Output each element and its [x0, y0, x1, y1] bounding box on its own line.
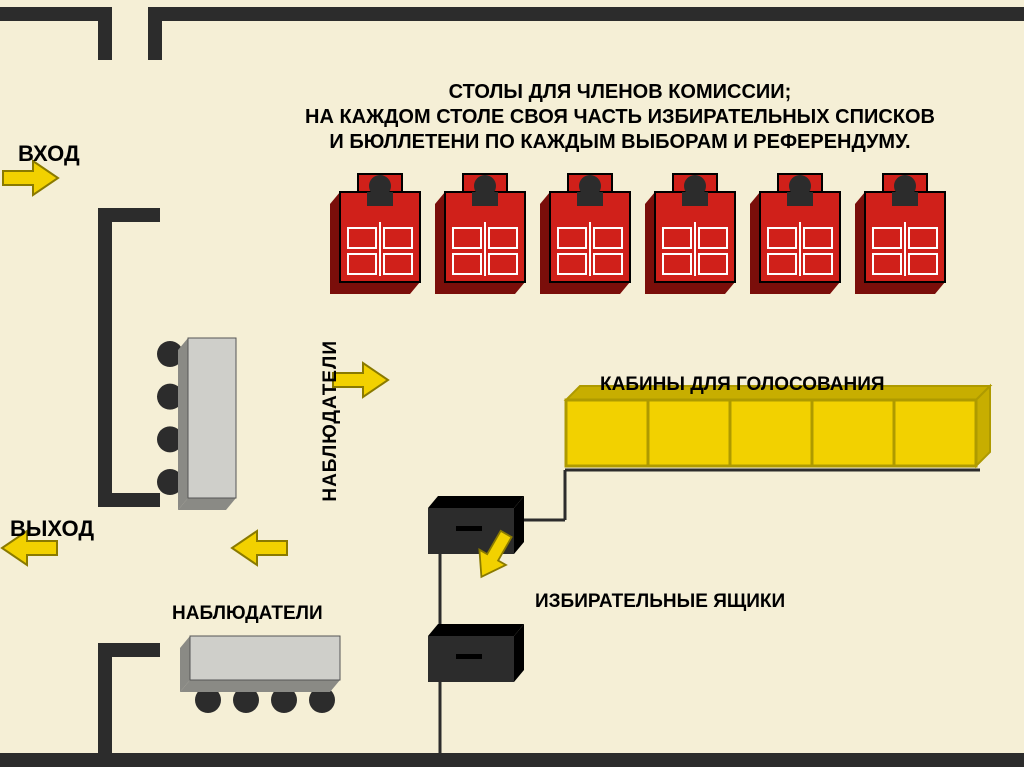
- commission-desk: [750, 174, 840, 294]
- commission-desk: [330, 174, 420, 294]
- ballot-box: [428, 496, 524, 554]
- header-text: СТОЛЫ ДЛЯ ЧЛЕНОВ КОМИССИИ;НА КАЖДОМ СТОЛ…: [270, 80, 970, 155]
- table-front: [180, 680, 340, 692]
- voting-booths: [566, 386, 990, 466]
- person-shoulders-icon: [787, 192, 813, 206]
- person-shoulders-icon: [472, 192, 498, 206]
- person-shoulders-icon: [682, 192, 708, 206]
- header-line: НА КАЖДОМ СТОЛЕ СВОЯ ЧАСТЬ ИЗБИРАТЕЛЬНЫХ…: [270, 105, 970, 130]
- commission-desk: [540, 174, 630, 294]
- table-top: [190, 636, 340, 680]
- header-line: СТОЛЫ ДЛЯ ЧЛЕНОВ КОМИССИИ;: [270, 80, 970, 105]
- person-shoulders-icon: [892, 192, 918, 206]
- person-shoulders-icon: [577, 192, 603, 206]
- ballot-box-top: [428, 496, 524, 508]
- ballot-slot-icon: [456, 654, 482, 659]
- label-ballot-boxes: ИЗБИРАТЕЛЬНЫЕ ЯЩИКИ: [535, 590, 785, 614]
- ballot-box-top: [428, 624, 524, 636]
- label-observers-v: НАБЛЮДАТЕЛИ: [320, 340, 342, 502]
- header-line: И БЮЛЛЕТЕНИ ПО КАЖДЫМ ВЫБОРАМ И РЕФЕРЕНД…: [270, 130, 970, 155]
- ballot-box: [428, 624, 524, 682]
- label-booths: КАБИНЫ ДЛЯ ГОЛОСОВАНИЯ: [600, 373, 885, 397]
- voting-booth-cell: [648, 400, 730, 466]
- voting-booth-cell: [730, 400, 812, 466]
- ballot-slot-icon: [456, 526, 482, 531]
- person-shoulders-icon: [367, 192, 393, 206]
- commission-desk: [435, 174, 525, 294]
- table-top: [188, 338, 236, 498]
- label-entrance: ВХОД: [18, 140, 80, 168]
- table-side: [178, 338, 188, 510]
- label-observers-h: НАБЛЮДАТЕЛИ: [172, 602, 323, 626]
- voting-booth-cell: [566, 400, 648, 466]
- table-front: [178, 498, 236, 510]
- commission-desk: [855, 174, 945, 294]
- commission-desk: [645, 174, 735, 294]
- booths-side: [976, 386, 990, 466]
- voting-booth-cell: [894, 400, 976, 466]
- voting-booth-cell: [812, 400, 894, 466]
- label-exit: ВЫХОД: [10, 515, 94, 543]
